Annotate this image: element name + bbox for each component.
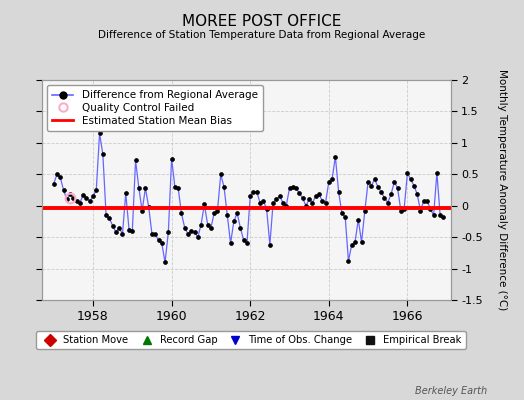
- Text: MOREE POST OFFICE: MOREE POST OFFICE: [182, 14, 342, 29]
- Y-axis label: Monthly Temperature Anomaly Difference (°C): Monthly Temperature Anomaly Difference (…: [497, 69, 507, 311]
- Text: Berkeley Earth: Berkeley Earth: [415, 386, 487, 396]
- Text: Difference of Station Temperature Data from Regional Average: Difference of Station Temperature Data f…: [99, 30, 425, 40]
- Legend: Difference from Regional Average, Quality Control Failed, Estimated Station Mean: Difference from Regional Average, Qualit…: [47, 85, 263, 131]
- Legend: Station Move, Record Gap, Time of Obs. Change, Empirical Break: Station Move, Record Gap, Time of Obs. C…: [37, 331, 466, 349]
